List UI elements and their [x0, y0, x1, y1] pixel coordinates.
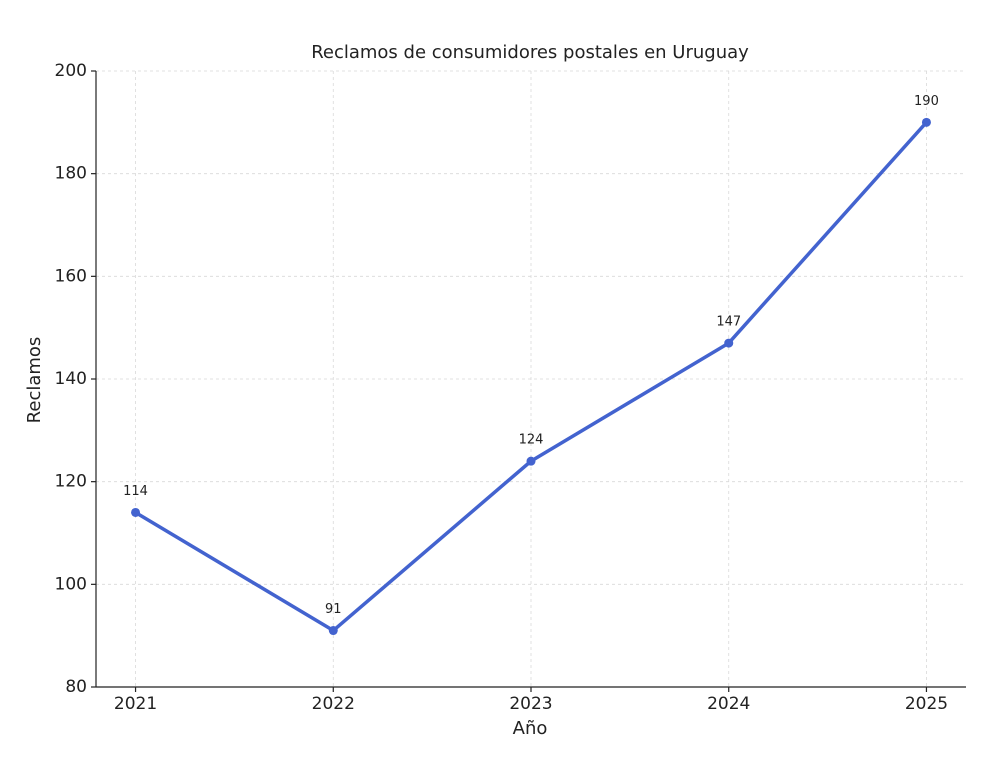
- value-label: 147: [716, 315, 741, 330]
- y-tick-label: 120: [55, 472, 87, 492]
- y-tick-label: 180: [55, 164, 87, 184]
- value-label: 124: [519, 433, 544, 448]
- value-label: 114: [123, 484, 148, 499]
- x-tick-label: 2023: [509, 694, 552, 714]
- x-tick-label: 2024: [707, 694, 750, 714]
- value-label: 91: [325, 602, 342, 617]
- point: [724, 338, 734, 348]
- y-tick-label: 140: [55, 369, 87, 389]
- point: [526, 456, 536, 466]
- value-label: 190: [914, 94, 939, 109]
- point: [131, 507, 141, 517]
- point: [328, 626, 338, 636]
- point: [921, 117, 931, 127]
- x-tick-label: 2022: [312, 694, 355, 714]
- y-axis-label: Reclamos: [24, 337, 45, 424]
- x-tick-label: 2021: [114, 694, 157, 714]
- y-tick-label: 100: [55, 574, 87, 594]
- x-tick-label: 2025: [905, 694, 948, 714]
- chart-title: Reclamos de consumidores postales en Uru…: [311, 42, 749, 63]
- x-axis-label: Año: [513, 718, 548, 739]
- y-tick-label: 160: [55, 266, 87, 286]
- y-tick-label: 200: [55, 61, 87, 81]
- y-tick-label: 80: [65, 677, 87, 697]
